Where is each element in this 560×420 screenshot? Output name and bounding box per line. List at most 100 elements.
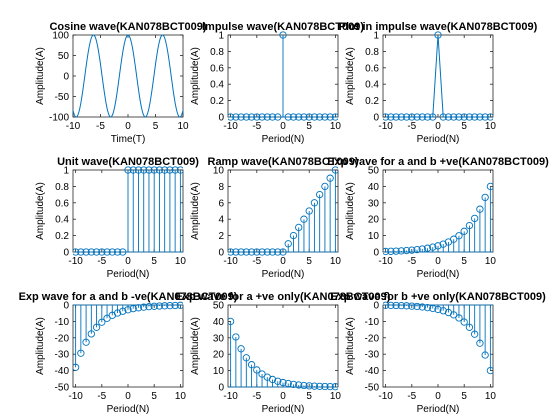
data-point — [481, 113, 489, 121]
stem-marker — [429, 243, 437, 251]
stem-marker — [476, 339, 484, 347]
y-tick-label: 10 — [213, 166, 225, 177]
stem-marker — [305, 207, 313, 215]
x-tick-label: 0 — [435, 256, 441, 267]
y-axis-label: Amplitude(A) — [190, 317, 201, 375]
stem-marker — [387, 301, 395, 310]
x-tick-label: -10 — [68, 256, 83, 267]
stem-marker — [326, 174, 334, 182]
x-tick-label: -10 — [378, 121, 393, 132]
stem-marker — [155, 302, 164, 310]
stem-marker — [455, 314, 463, 322]
x-tick-label: -10 — [66, 121, 81, 132]
stem-marker — [418, 303, 426, 311]
subplot-title: Unit wave(KAN078BCT009) — [57, 156, 199, 168]
y-tick-label: 40 — [213, 317, 225, 328]
stem-marker — [397, 247, 405, 255]
x-axis-label: Period(N) — [262, 404, 305, 415]
stem-marker — [87, 248, 95, 256]
y-tick-label: 6 — [218, 198, 224, 209]
stem-marker — [300, 113, 308, 121]
x-tick-label: 0 — [435, 121, 441, 132]
stem-marker — [321, 182, 329, 191]
x-tick-label: -10 — [223, 256, 238, 267]
stem-marker — [253, 366, 261, 374]
y-tick-label: 20 — [368, 215, 380, 226]
y-tick-label: 10 — [213, 366, 225, 377]
data-point — [439, 113, 447, 121]
x-tick-label: -5 — [407, 121, 416, 132]
x-axis-label: Period(N) — [262, 269, 305, 280]
axes-box — [72, 34, 184, 118]
y-tick-label: 1 — [373, 31, 379, 42]
x-tick-label: 5 — [153, 121, 159, 132]
y-tick-label: -40 — [55, 366, 70, 377]
x-tick-label: 5 — [461, 121, 467, 132]
x-tick-label: 5 — [151, 256, 157, 267]
stem-marker — [274, 113, 282, 121]
data-point — [444, 113, 453, 121]
stem-marker — [392, 301, 400, 310]
stem-marker — [434, 305, 442, 314]
plot-area — [383, 31, 493, 121]
subplot-title: Exp wave for b +ve only(KAN078BCT009) — [330, 291, 546, 303]
stem-marker — [77, 248, 85, 256]
stem-marker — [124, 306, 132, 314]
plot-area — [73, 301, 183, 371]
x-tick-label: 0 — [125, 256, 131, 267]
data-point — [450, 113, 458, 121]
x-tick-label: 10 — [485, 121, 497, 132]
stem-marker — [92, 248, 101, 256]
stem-marker — [284, 379, 292, 388]
y-tick-label: 0 — [218, 383, 224, 394]
data-point — [476, 113, 484, 121]
y-axis-label: Amplitude(A) — [35, 47, 46, 105]
stem-marker — [161, 302, 169, 310]
stem-marker — [295, 223, 303, 232]
x-axis-label: Period(N) — [107, 269, 150, 280]
stem-marker — [119, 248, 127, 256]
y-tick-label: 0.8 — [55, 182, 69, 193]
stem-marker — [119, 307, 127, 315]
x-tick-label: -5 — [97, 256, 106, 267]
stem-marker — [383, 247, 390, 256]
data-point — [392, 113, 400, 121]
data-point — [413, 113, 421, 121]
stem-marker — [274, 377, 282, 385]
x-axis-label: Period(N) — [417, 404, 460, 415]
stem-marker — [295, 113, 303, 121]
data-point — [408, 113, 416, 121]
y-tick-label: 8 — [218, 182, 224, 193]
stem-marker — [145, 302, 153, 311]
stem-marker — [316, 113, 324, 121]
subplot-3: Plot in impulse wave(KAN078BCT009) -10 -5 0… — [339, 21, 538, 145]
y-tick-label: 0.8 — [210, 47, 224, 58]
stem-marker — [232, 113, 240, 121]
x-tick-label: -10 — [223, 121, 238, 132]
plot-area — [383, 301, 493, 375]
stem-marker — [171, 166, 179, 174]
axes-box — [382, 34, 494, 118]
subplot-title: Plot in impulse wave(KAN078BCT009) — [339, 21, 538, 33]
subplot-title: Exp wave for a +ve only(KAN078BCT009) — [176, 291, 391, 303]
stem-marker — [418, 245, 426, 253]
y-tick-label: 0 — [373, 248, 379, 259]
stem-marker — [161, 166, 169, 174]
stem-marker — [228, 113, 235, 121]
subplot-4: Unit wave(KAN078BCT009) -10 -5 0 5 10 0 0.2 0.4 0… — [35, 156, 199, 280]
data-point — [429, 113, 437, 121]
y-tick-label: 1 — [63, 166, 69, 177]
data-point — [465, 113, 474, 121]
subplot-title: Exp wave for a and b +ve(KAN078BCT009) — [327, 156, 549, 168]
stem-marker — [289, 380, 298, 389]
y-tick-label: -30 — [365, 350, 380, 361]
y-tick-label: 0 — [373, 113, 379, 124]
stem-marker — [87, 330, 95, 338]
stem-marker — [434, 242, 442, 250]
stem-marker — [176, 301, 183, 309]
stem-marker — [402, 246, 411, 255]
y-tick-label: -50 — [365, 383, 380, 394]
subplot-7: Exp wave for a and b -ve(KAN078BCT009) -1… — [19, 291, 238, 415]
y-tick-label: 1 — [218, 31, 224, 42]
y-axis-label: Amplitude(A) — [190, 182, 201, 240]
